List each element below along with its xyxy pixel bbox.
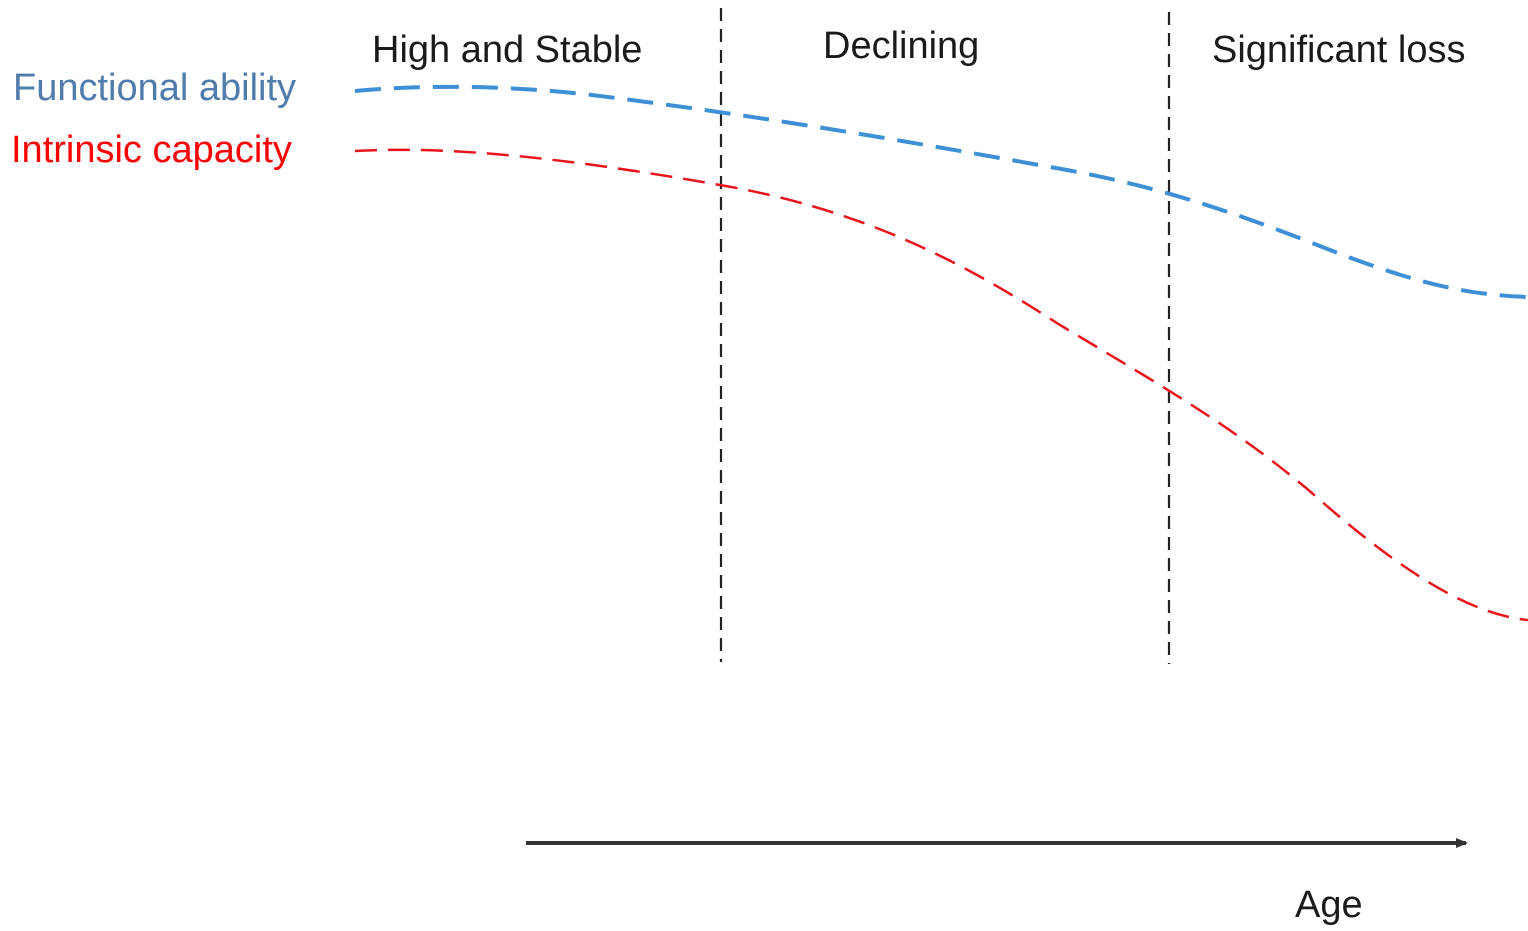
age-axis-label: Age — [1295, 884, 1363, 926]
phase-label-high-and-stable: High and Stable — [372, 29, 642, 71]
functional-ability-label: Functional ability — [13, 67, 296, 109]
functional-ability-curve — [354, 84, 1528, 299]
intrinsic-capacity-label: Intrinsic capacity — [11, 129, 292, 171]
phase-label-declining: Declining — [823, 25, 979, 67]
phase-label-significant-loss: Significant loss — [1212, 29, 1465, 71]
intrinsic-capacity-curve — [354, 148, 1528, 622]
